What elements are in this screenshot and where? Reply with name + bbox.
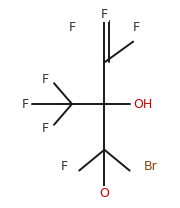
Text: F: F: [101, 8, 108, 21]
Text: F: F: [68, 21, 76, 33]
Text: F: F: [61, 160, 68, 173]
Text: O: O: [100, 187, 109, 200]
Text: F: F: [22, 98, 29, 110]
Text: Br: Br: [144, 160, 158, 173]
Text: F: F: [41, 123, 49, 135]
Text: F: F: [41, 73, 49, 85]
Text: F: F: [133, 21, 140, 33]
Text: OH: OH: [133, 98, 152, 110]
